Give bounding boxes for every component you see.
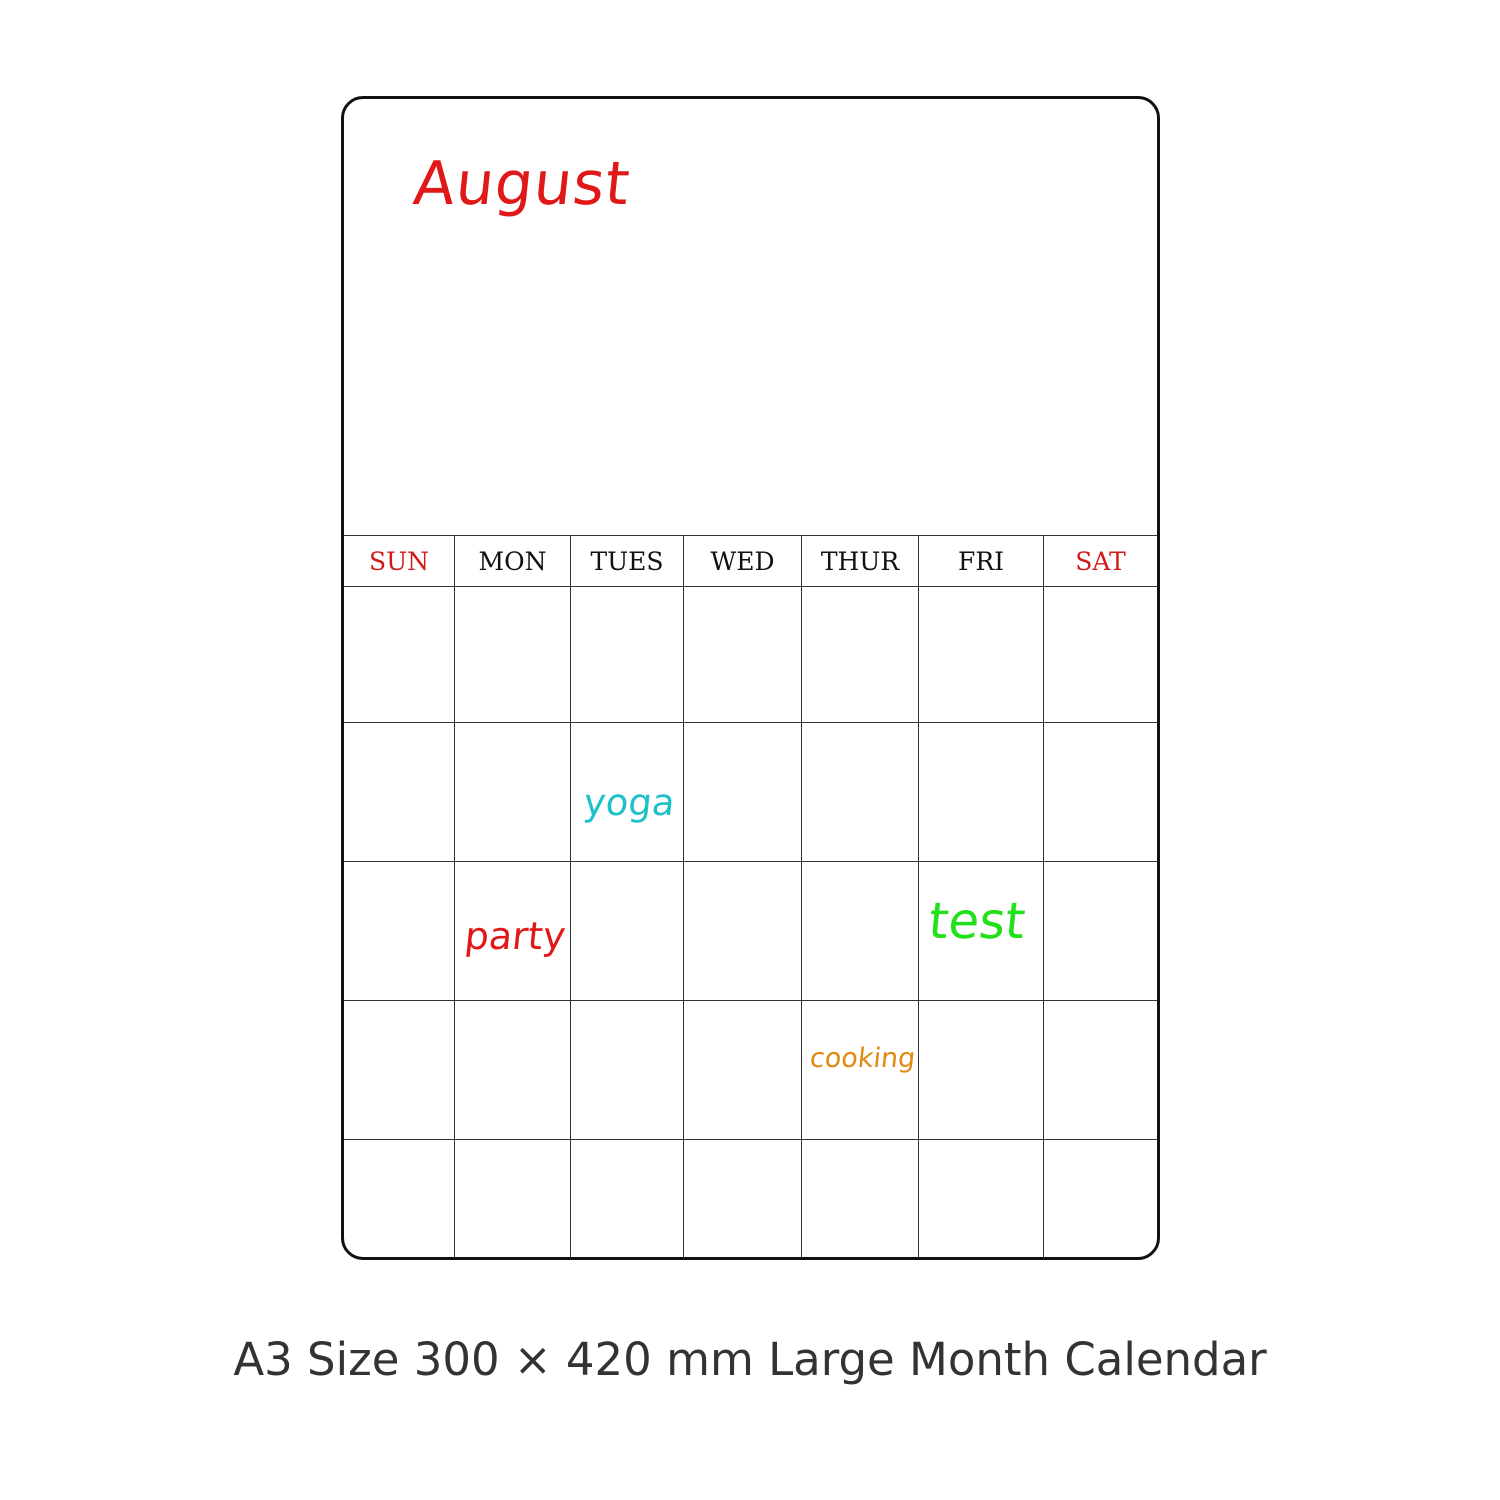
day-cell[interactable]: cooking: [802, 1001, 919, 1140]
day-header-sat: SAT: [1044, 536, 1157, 587]
day-label: FRI: [957, 546, 1005, 576]
day-label: WED: [710, 546, 775, 576]
day-cell[interactable]: [344, 862, 455, 1001]
day-cell[interactable]: [571, 587, 684, 723]
day-cell[interactable]: [344, 587, 455, 723]
day-label: MON: [478, 546, 547, 576]
day-header-mon: MON: [455, 536, 571, 587]
day-cell[interactable]: [802, 862, 919, 1001]
day-label: THUR: [820, 546, 900, 576]
day-cell[interactable]: [919, 1001, 1044, 1140]
day-cell[interactable]: [455, 1140, 571, 1257]
day-cell[interactable]: [919, 1140, 1044, 1257]
day-header-wed: WED: [684, 536, 802, 587]
day-cell[interactable]: [802, 723, 919, 862]
note-test[interactable]: test: [925, 892, 1029, 950]
day-cell[interactable]: [571, 1140, 684, 1257]
calendar-grid: SUN MON TUES WED THUR FRI SAT yoga party: [344, 535, 1157, 1257]
day-cell[interactable]: [571, 862, 684, 1001]
day-label: TUES: [590, 546, 664, 576]
note-yoga[interactable]: yoga: [581, 781, 677, 824]
note-cooking[interactable]: cooking: [808, 1043, 917, 1074]
day-cell[interactable]: party: [455, 862, 571, 1001]
day-cell[interactable]: [684, 723, 802, 862]
day-cell[interactable]: [684, 1001, 802, 1140]
calendar-board: August SUN MON TUES WED THUR FRI SAT yog…: [341, 96, 1160, 1260]
day-cell[interactable]: [802, 1140, 919, 1257]
day-cell[interactable]: [1044, 862, 1157, 1001]
day-cell[interactable]: [684, 1140, 802, 1257]
day-cell[interactable]: [919, 587, 1044, 723]
day-cell[interactable]: [344, 1140, 455, 1257]
day-cell[interactable]: [919, 723, 1044, 862]
day-header-thur: THUR: [802, 536, 919, 587]
day-cell[interactable]: [802, 587, 919, 723]
day-cell[interactable]: [1044, 723, 1157, 862]
day-cell[interactable]: [455, 723, 571, 862]
day-cell[interactable]: [1044, 1001, 1157, 1140]
note-party[interactable]: party: [462, 914, 568, 958]
day-cell[interactable]: [1044, 1140, 1157, 1257]
day-header-sun: SUN: [344, 536, 455, 587]
day-cell[interactable]: [344, 723, 455, 862]
day-header-fri: FRI: [919, 536, 1044, 587]
day-header-tues: TUES: [571, 536, 684, 587]
day-cell[interactable]: [344, 1001, 455, 1140]
day-cell[interactable]: [1044, 587, 1157, 723]
day-cell[interactable]: yoga: [571, 723, 684, 862]
day-label: SUN: [368, 546, 430, 576]
day-label: SAT: [1075, 546, 1126, 576]
day-cell[interactable]: test: [919, 862, 1044, 1001]
product-caption: A3 Size 300 × 420 mm Large Month Calenda…: [233, 1333, 1267, 1386]
day-cell[interactable]: [684, 862, 802, 1001]
day-cell[interactable]: [684, 587, 802, 723]
day-cell[interactable]: [571, 1001, 684, 1140]
month-title[interactable]: August: [410, 149, 634, 219]
day-cell[interactable]: [455, 587, 571, 723]
day-cell[interactable]: [455, 1001, 571, 1140]
